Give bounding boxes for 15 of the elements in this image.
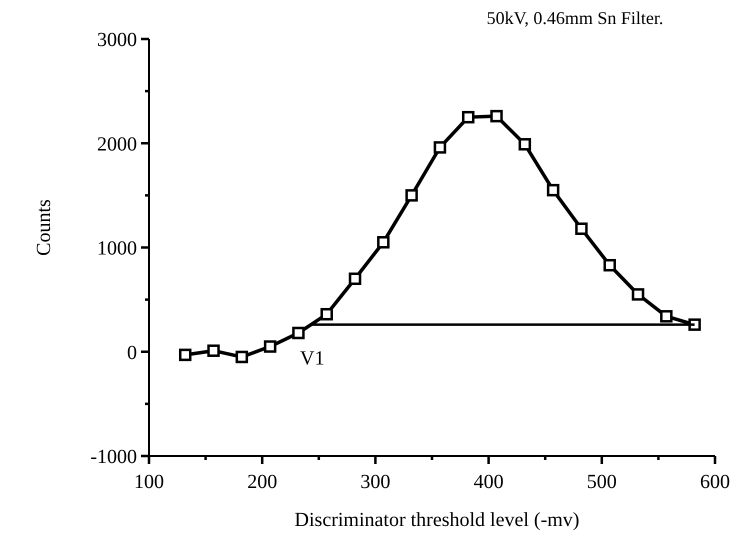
- y-axis-title: Counts: [33, 198, 55, 256]
- x-tick-label: 400: [474, 471, 504, 493]
- x-tick-label: 200: [247, 471, 278, 493]
- x-tick-label: 500: [586, 471, 617, 493]
- x-axis-title: Discriminator threshold level (-mv): [294, 509, 580, 531]
- y-tick-label: 1000: [97, 238, 137, 260]
- y-tick-label: -1000: [90, 446, 137, 468]
- x-tick-label: 100: [134, 471, 164, 493]
- x-tick-label: 300: [360, 471, 390, 493]
- y-tick-label: 0: [127, 342, 137, 364]
- y-tick-label: 2000: [97, 133, 137, 156]
- chart-title: 50kV, 0.46mm Sn Filter.: [486, 8, 664, 28]
- annotation: V1: [300, 348, 324, 370]
- y-tick-label: 3000: [97, 29, 137, 51]
- x-tick-label: 600: [700, 471, 730, 493]
